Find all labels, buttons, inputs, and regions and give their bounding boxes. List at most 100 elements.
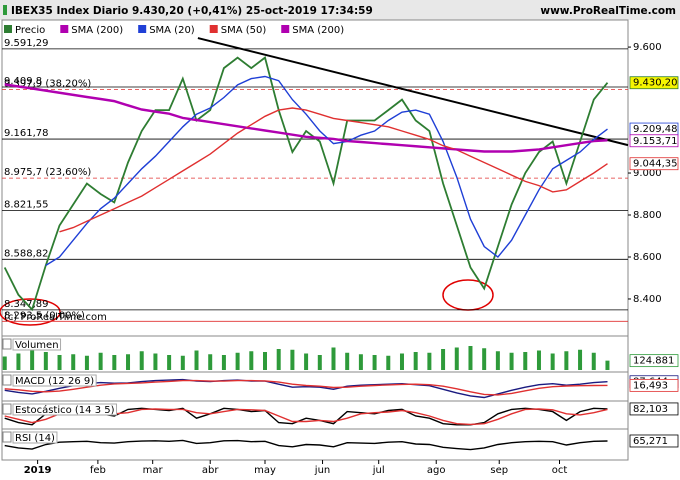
legend-label: Precio — [15, 25, 45, 36]
bar — [523, 352, 528, 370]
bar — [399, 353, 404, 370]
bar — [2, 356, 7, 370]
bar — [386, 355, 391, 370]
panel-title-bg — [12, 374, 97, 387]
bar — [276, 349, 281, 370]
last-value-box — [629, 378, 679, 392]
bar — [167, 355, 172, 370]
level-label: 8.975,7 (23,60%) — [4, 167, 91, 178]
last-value-label: 9.044,35 — [633, 159, 678, 170]
bar — [564, 351, 569, 370]
x-tick-label: abr — [202, 465, 219, 476]
last-value-label: 82,103 — [633, 404, 668, 415]
legend-swatch — [138, 25, 147, 33]
x-tick-label: jun — [314, 465, 330, 476]
bar — [126, 354, 131, 370]
x-tick-label: jul — [372, 465, 385, 476]
bar — [98, 352, 103, 370]
annotation-circle — [0, 298, 61, 326]
bar — [304, 353, 309, 370]
header-site: www.ProRealTime.com — [540, 5, 676, 17]
panel-title: Estocástico (14 3 5) — [15, 404, 115, 416]
level-label: 8.588,82 — [4, 248, 49, 259]
panel-title-box — [2, 403, 12, 415]
level-label: 9.397,9 (38,20%) — [4, 79, 91, 90]
panel-title: Volumen — [15, 340, 59, 351]
bar — [153, 353, 158, 370]
last-value-label: 9.209,48 — [633, 124, 678, 135]
bar — [482, 348, 487, 370]
legend-swatch — [209, 25, 218, 33]
legend-label: SMA (200) — [71, 25, 123, 36]
bar — [71, 354, 76, 370]
panel-title: RSI (14) — [15, 433, 55, 444]
x-tick-label: mar — [143, 465, 164, 476]
bar — [30, 350, 35, 370]
series-line — [3, 56, 609, 312]
legend-label: SMA (200) — [292, 25, 344, 36]
legend-swatch — [4, 25, 12, 33]
series-line — [4, 378, 608, 399]
bar — [16, 353, 21, 370]
last-value-label: 9.153,71 — [633, 136, 678, 147]
level-label: 8.293,5 (0,00%) — [4, 310, 85, 321]
last-value-box — [629, 354, 679, 368]
bar — [495, 351, 500, 370]
last-value-label: 124.881 — [633, 356, 674, 367]
last-value-label: 65,271 — [633, 436, 668, 447]
bar — [345, 352, 350, 370]
panel-title: MACD (12 26 9) — [15, 376, 94, 387]
bar — [536, 350, 541, 370]
bar — [427, 352, 432, 370]
legend-swatch — [60, 25, 69, 33]
bar — [235, 352, 240, 370]
bar — [468, 346, 473, 370]
bar — [180, 355, 185, 370]
bar — [84, 355, 89, 370]
x-tick-label: may — [254, 465, 276, 476]
series-line — [4, 379, 608, 396]
bar — [454, 347, 459, 370]
series-line — [4, 439, 608, 451]
bar — [221, 355, 226, 370]
bar — [263, 352, 268, 370]
bar — [57, 355, 62, 370]
last-value-box — [629, 134, 679, 148]
last-value-box — [629, 76, 679, 90]
bar — [194, 350, 199, 370]
x-tick-label: oct — [552, 465, 568, 476]
last-value-label: 16,493 — [633, 380, 668, 391]
bar — [550, 353, 555, 370]
header-icon — [3, 5, 7, 15]
legend-label: SMA (20) — [149, 25, 195, 36]
bar — [249, 351, 254, 370]
level-label: 9.591,29 — [4, 38, 49, 49]
series-line — [4, 84, 608, 153]
bar — [43, 352, 48, 370]
bar — [509, 352, 514, 370]
bar — [441, 349, 446, 370]
watermark: (c) ProRealTime.com — [4, 312, 107, 323]
bar — [358, 354, 363, 370]
plot-frame — [1, 19, 629, 461]
x-tick-label: ago — [427, 465, 446, 476]
last-value-label: 9.430,20 — [633, 78, 678, 89]
level-label: 8.821,55 — [4, 199, 49, 210]
bar — [317, 355, 322, 370]
last-value-box — [629, 157, 679, 171]
bar — [208, 354, 213, 370]
y-tick-label: 9.600 — [633, 42, 662, 53]
bar — [290, 349, 295, 370]
legend-label: SMA (50) — [221, 25, 267, 36]
panel-title-bg — [12, 403, 118, 416]
y-tick-label: 8.600 — [633, 252, 662, 263]
header-bar — [0, 0, 680, 20]
bar — [331, 347, 336, 370]
bar — [372, 355, 377, 370]
panel-title-box — [2, 374, 12, 386]
level-label: 9.161,78 — [4, 128, 49, 139]
last-value-box — [629, 434, 679, 448]
panel-title-bg — [12, 338, 62, 351]
